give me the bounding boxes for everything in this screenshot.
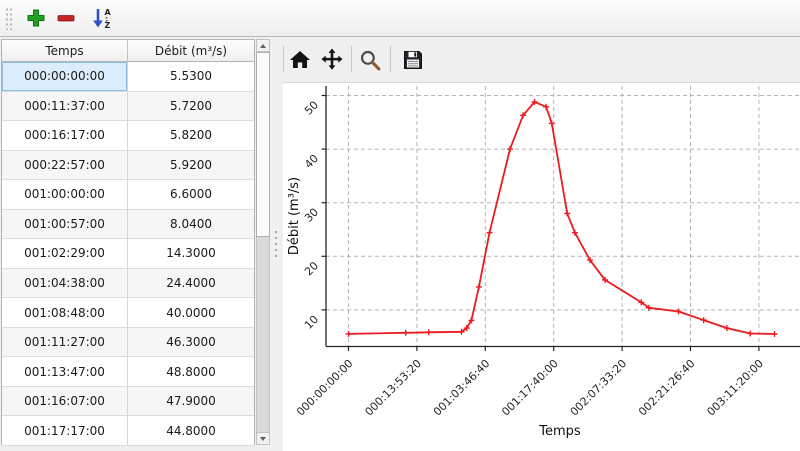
table-row: 001:04:38:00 24.4000 [2, 268, 254, 299]
pan-button[interactable] [318, 46, 346, 74]
cell-debit[interactable]: 47.9000 [166, 394, 216, 409]
cell-temps[interactable]: 001:00:57:00 [2, 209, 128, 239]
pane-splitter[interactable] [270, 37, 282, 450]
table-body: 000:00:00:00 5.5300 000:11:37:00 5.7200 000:… [2, 62, 254, 446]
time-flow-table: Temps Débit (m³/s) 000:00:00:00 5.5300 000… [1, 39, 255, 446]
y-tick-labels: 10 20 30 40 50 [302, 98, 321, 331]
cell-debit[interactable]: 14.3000 [166, 246, 216, 261]
cell-debit[interactable]: 5.8200 [170, 128, 212, 143]
cell-temps[interactable]: 000:00:00:00 [2, 62, 128, 91]
cell-debit[interactable]: 6.6000 [170, 187, 212, 202]
column-header-temps[interactable]: Temps [2, 40, 128, 61]
home-icon [290, 51, 310, 68]
chart-pane: 000:00:00:00 000:13:53:20 001:03:46:40 001:… [282, 37, 800, 451]
table-scrollbar-thumb[interactable] [256, 52, 270, 237]
cell-debit[interactable]: 44.8000 [166, 423, 216, 438]
toolbar-separator [351, 46, 352, 72]
table-row: 001:02:29:00 14.3000 [2, 239, 254, 269]
axis-x-label: Temps [538, 424, 581, 439]
cell-temps[interactable]: 001:11:27:00 [2, 327, 128, 357]
y-tick-label: 30 [302, 206, 321, 225]
scroll-up-button[interactable] [256, 39, 270, 52]
table-row: 000:16:17:00 5.8200 [2, 121, 254, 151]
cell-temps[interactable]: 001:04:38:00 [2, 268, 128, 298]
pan-icon [321, 48, 343, 70]
cell-debit[interactable]: 40.0000 [166, 305, 216, 320]
svg-text:A: A [105, 8, 112, 17]
save-icon [404, 51, 422, 69]
data-point-markers [345, 98, 778, 337]
flow-line [348, 100, 775, 335]
toolbar-separator [283, 46, 284, 72]
x-tick-label: 000:13:53:20 [362, 357, 424, 419]
splitter-grip-dots [274, 229, 278, 259]
table-row: 000:00:00:00 5.5300 [2, 62, 254, 92]
table-row: 001:13:47:00 48.8000 [2, 357, 254, 387]
remove-row-button[interactable] [51, 3, 81, 33]
save-figure-button[interactable] [399, 46, 427, 74]
cell-temps[interactable]: 001:13:47:00 [2, 357, 128, 386]
x-tick-label: 002:07:33:20 [568, 357, 630, 419]
cell-debit[interactable]: 24.4000 [166, 275, 216, 290]
table-header: Temps Débit (m³/s) [2, 40, 254, 62]
cell-temps[interactable]: 000:11:37:00 [2, 91, 128, 121]
sort-az-icon: A Z [93, 8, 112, 30]
table-row: 001:08:48:00 40.0000 [2, 298, 254, 328]
cell-temps[interactable]: 000:16:17:00 [2, 121, 128, 150]
cell-debit[interactable]: 5.9200 [170, 157, 212, 172]
cell-temps[interactable]: 001:00:00:00 [2, 180, 128, 209]
minus-icon [57, 15, 75, 22]
column-header-debit[interactable]: Débit (m³/s) [154, 43, 228, 58]
svg-text:Z: Z [105, 21, 111, 30]
x-tick-labels: 000:00:00:00 000:13:53:20 001:03:46:40 001:… [294, 357, 766, 419]
x-tick-label: 003:11:20:00 [704, 357, 766, 419]
x-tick-label: 001:17:40:00 [499, 357, 561, 419]
cell-temps[interactable]: 000:22:57:00 [2, 150, 128, 180]
cell-temps[interactable]: 001:08:48:00 [2, 298, 128, 327]
cell-temps[interactable]: 001:17:17:00 [2, 416, 128, 445]
axis-y-label: Débit (m³/s) [287, 177, 302, 255]
figure-canvas[interactable]: 000:00:00:00 000:13:53:20 001:03:46:40 001:… [283, 82, 800, 451]
axes-spines [325, 86, 800, 348]
cell-debit[interactable]: 8.0400 [170, 216, 212, 231]
scroll-down-button[interactable] [256, 432, 270, 445]
y-tick-label: 10 [302, 313, 321, 332]
hydrograph-plot[interactable]: 000:00:00:00 000:13:53:20 001:03:46:40 001:… [283, 83, 800, 451]
table-row: 001:00:00:00 6.6000 [2, 180, 254, 210]
cell-debit[interactable]: 46.3000 [166, 335, 216, 350]
plus-icon [27, 9, 45, 27]
toolbar-grip-handle[interactable] [5, 6, 13, 30]
zoom-icon [360, 50, 380, 70]
add-row-button[interactable] [21, 3, 51, 33]
cell-temps[interactable]: 001:02:29:00 [2, 239, 128, 268]
x-tick-label: 001:03:46:40 [431, 357, 493, 419]
main-toolbar: A Z [0, 0, 800, 37]
triangle-down-icon [260, 436, 266, 441]
table-row: 001:00:57:00 8.0400 [2, 209, 254, 240]
sort-button[interactable]: A Z [87, 3, 117, 33]
cell-debit[interactable]: 5.7200 [170, 98, 212, 113]
grid-lines [326, 86, 800, 347]
cell-temps[interactable]: 001:16:07:00 [2, 386, 128, 416]
zoom-rect-button[interactable] [356, 46, 384, 74]
table-row: 001:17:17:00 44.8000 [2, 416, 254, 446]
triangle-up-icon [260, 43, 266, 48]
table-row: 001:11:27:00 46.3000 [2, 327, 254, 358]
table-row: 001:16:07:00 47.9000 [2, 386, 254, 417]
cell-debit[interactable]: 5.5300 [170, 69, 212, 84]
y-tick-label: 40 [302, 152, 321, 171]
cell-debit[interactable]: 48.8000 [166, 364, 216, 379]
table-row: 000:22:57:00 5.9200 [2, 150, 254, 181]
y-tick-label: 20 [302, 259, 321, 278]
home-view-button[interactable] [286, 46, 314, 74]
tick-marks [321, 94, 760, 351]
table-row: 000:11:37:00 5.7200 [2, 91, 254, 122]
x-tick-label: 000:00:00:00 [294, 357, 356, 419]
x-tick-label: 002:21:26:40 [636, 357, 698, 419]
y-tick-label: 50 [302, 98, 321, 117]
toolbar-separator [390, 46, 391, 72]
